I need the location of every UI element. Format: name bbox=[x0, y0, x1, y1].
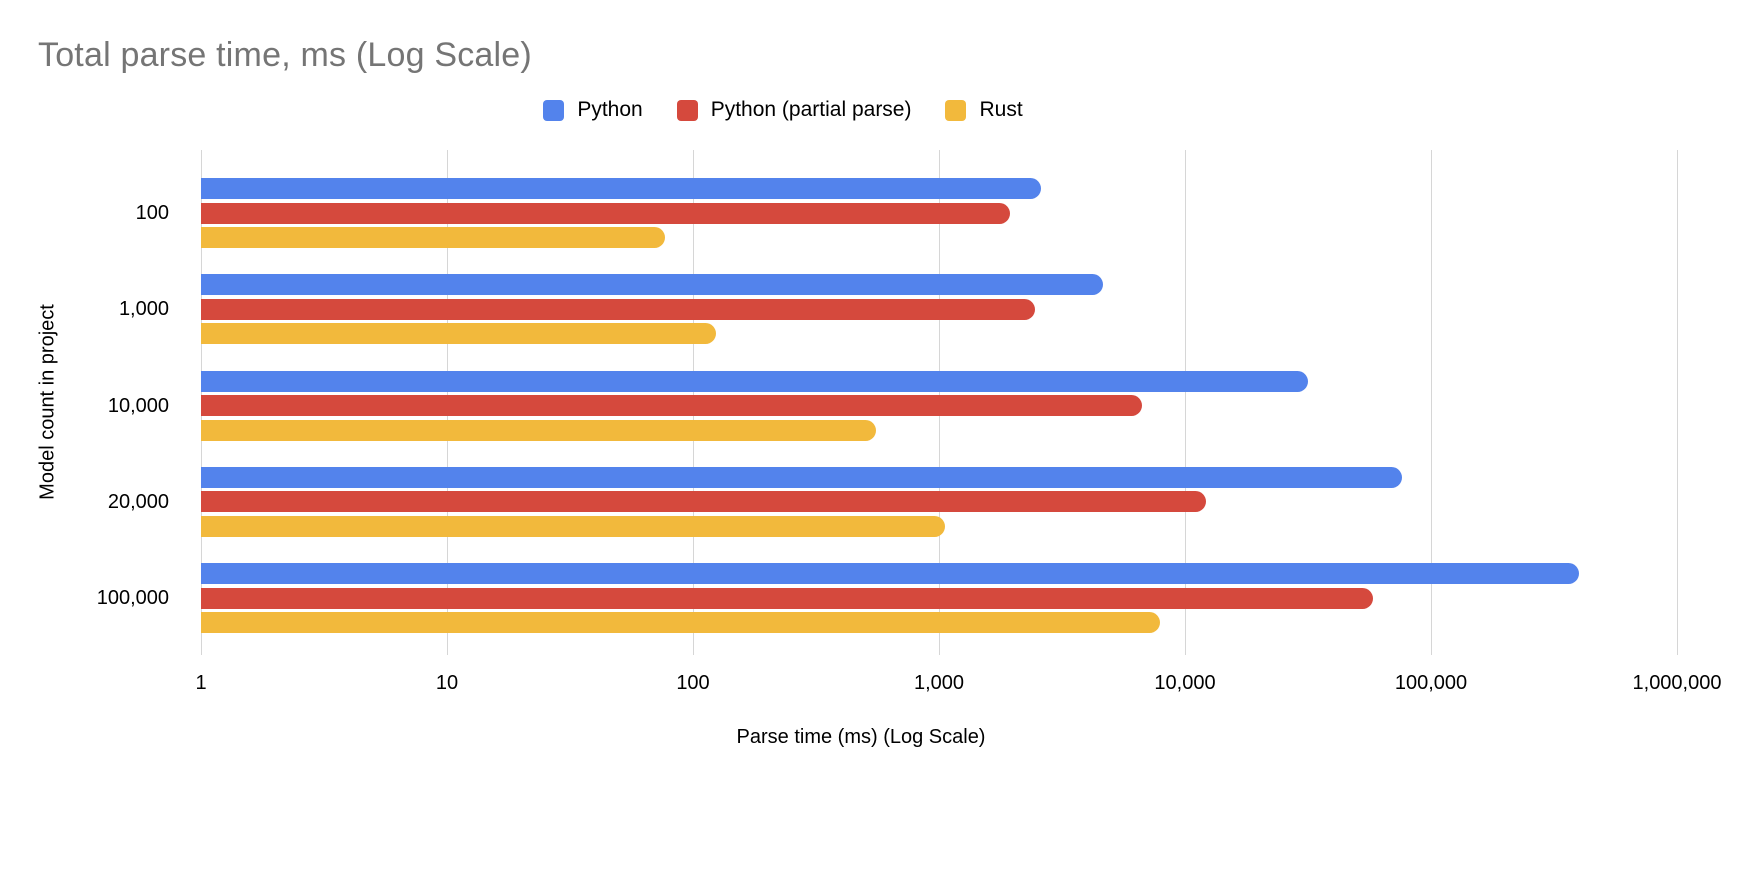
bar-rust bbox=[201, 227, 666, 248]
gridline bbox=[1431, 150, 1432, 655]
x-tick-label: 100 bbox=[676, 672, 710, 694]
bar-python-partial-parse bbox=[201, 491, 1207, 513]
gridline bbox=[1185, 150, 1186, 655]
legend-item: Python bbox=[543, 98, 643, 122]
x-tick-label: 1,000,000 bbox=[1632, 672, 1722, 694]
legend-label: Rust bbox=[979, 98, 1023, 121]
x-tick-label: 1,000 bbox=[913, 672, 965, 694]
x-tick-label: 10,000 bbox=[1154, 672, 1216, 694]
chart-title: Total parse time, ms (Log Scale) bbox=[38, 36, 532, 74]
legend-swatch bbox=[543, 99, 565, 121]
legend-label: Python bbox=[577, 98, 643, 121]
category-label: 10,000 bbox=[107, 394, 169, 417]
x-axis-ticks: 1 10 100 1,000 10,000 100,000 1,000,000 bbox=[195, 672, 1721, 698]
bar-python-partial-parse bbox=[201, 587, 1373, 609]
x-tick-label: 100,000 bbox=[1394, 672, 1468, 694]
legend-label: Python (partial parse) bbox=[710, 98, 912, 121]
bar-python bbox=[201, 563, 1580, 584]
bar-python bbox=[201, 274, 1104, 296]
category-label: 100,000 bbox=[96, 587, 169, 609]
bar-python bbox=[201, 178, 1042, 199]
y-axis-title: Model count in project bbox=[36, 304, 59, 500]
bar-rust bbox=[201, 612, 1160, 633]
category-label: 20,000 bbox=[107, 490, 169, 513]
legend: Python Python (partial parse) Rust bbox=[0, 98, 1661, 122]
legend-swatch bbox=[676, 99, 698, 121]
x-tick-label: 1 bbox=[195, 672, 207, 694]
y-axis-categories: 100 1,000 10,000 20,000 100,000 bbox=[30, 150, 185, 655]
bar-rust bbox=[201, 419, 877, 441]
gridline bbox=[1677, 150, 1678, 655]
category-label: 1,000 bbox=[118, 298, 169, 321]
bar-python bbox=[201, 466, 1402, 488]
bar-python bbox=[201, 370, 1308, 392]
legend-swatch bbox=[945, 99, 967, 121]
x-axis-title: Parse time (ms) (Log Scale) bbox=[736, 726, 986, 748]
plot-area bbox=[201, 150, 1678, 655]
bar-python-partial-parse bbox=[201, 298, 1035, 320]
x-tick-label: 10 bbox=[435, 672, 459, 694]
bar-rust bbox=[201, 323, 716, 345]
category-label: 100 bbox=[135, 202, 169, 224]
bar-python-partial-parse bbox=[201, 202, 1011, 224]
legend-item: Rust bbox=[945, 98, 1023, 122]
bar-python-partial-parse bbox=[201, 395, 1143, 416]
legend-item: Python (partial parse) bbox=[676, 98, 912, 122]
bar-rust bbox=[201, 515, 946, 537]
